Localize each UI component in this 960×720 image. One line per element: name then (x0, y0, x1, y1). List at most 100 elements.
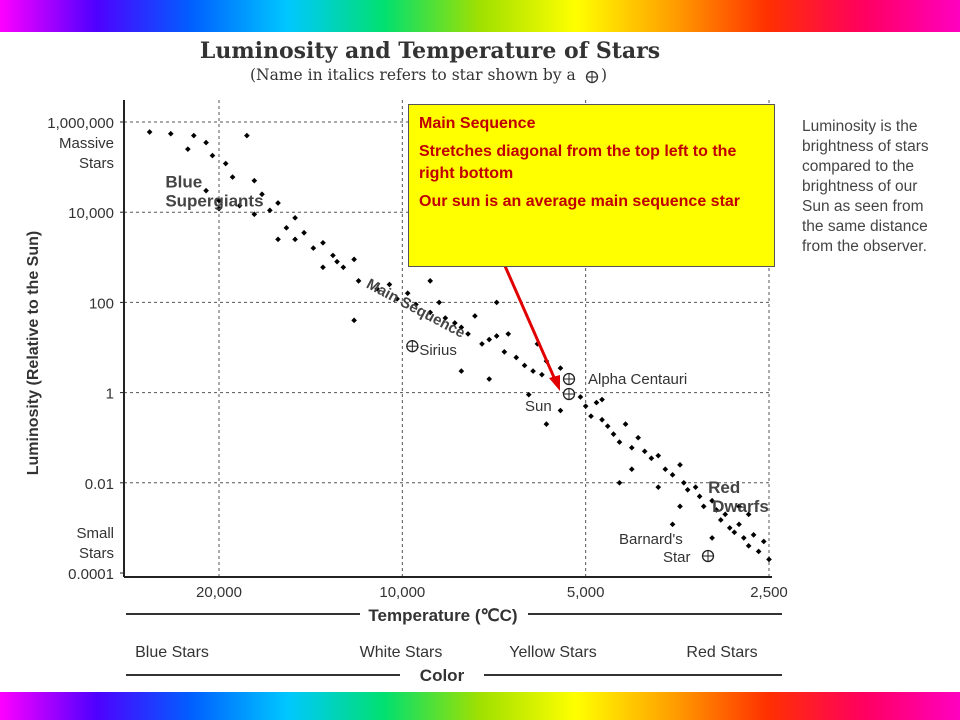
star-point (582, 403, 589, 410)
note-line: Luminosity is the (802, 118, 918, 135)
star-point (745, 543, 752, 549)
star-point (292, 236, 298, 243)
star-point (413, 301, 419, 308)
star-point (203, 187, 209, 194)
callout-arrow-head (549, 375, 560, 391)
star-point (616, 479, 623, 486)
star-point (386, 281, 393, 288)
color-band-label: White Stars (360, 644, 443, 661)
small-stars-label: Small (76, 525, 114, 542)
star-point (577, 394, 584, 400)
star-point (146, 129, 153, 135)
star-point (472, 313, 478, 319)
star-point (458, 324, 465, 331)
x-tick-label: 10,000 (379, 584, 425, 601)
star-point (404, 290, 411, 297)
star-point (236, 202, 243, 209)
star-point (505, 331, 512, 337)
star-point (374, 285, 380, 292)
star-point (726, 525, 733, 531)
rainbow-bar-top (0, 0, 960, 32)
red-dwarfs-label: Red (708, 478, 740, 497)
massive-stars-label: Massive (59, 135, 114, 152)
star-point (677, 503, 683, 510)
star-point (684, 486, 691, 493)
color-band-label: Blue Stars (135, 644, 209, 661)
star-point (259, 191, 265, 198)
star-point (557, 365, 564, 371)
note-line: Sun as seen from (802, 198, 924, 215)
star-point (275, 200, 281, 206)
star-point (283, 225, 290, 231)
sun-label: Sun (525, 398, 552, 415)
star-point (525, 391, 532, 398)
color-band-label: Yellow Stars (509, 644, 596, 661)
blue-supergiants-label: Supergiants (165, 192, 263, 211)
star-point (513, 354, 520, 361)
star-point (740, 535, 747, 541)
color-axis-title: Color (420, 666, 465, 685)
note-line: brightness of stars (802, 138, 929, 155)
y-tick-label: 10,000 (68, 205, 114, 222)
y-tick-label: 1 (106, 386, 114, 403)
star-point (216, 197, 222, 204)
star-point (736, 503, 742, 510)
star-point (760, 538, 767, 545)
star-point (616, 439, 623, 445)
luminosity-note: Luminosity is the brightness of stars co… (802, 117, 960, 257)
star-point (209, 152, 216, 159)
star-point (669, 521, 676, 528)
star-point (713, 507, 720, 513)
star-point (557, 407, 564, 414)
star-point (655, 484, 662, 490)
main-sequence-label: Main Sequence (363, 275, 467, 341)
star-point (334, 258, 340, 265)
star-point (628, 444, 635, 451)
star-point (696, 493, 703, 500)
star-point (330, 252, 336, 259)
x-tick-label: 20,000 (196, 584, 242, 601)
star-point (458, 368, 465, 374)
star-point (355, 278, 362, 284)
star-point (351, 256, 357, 263)
callout-line-2: Our sun is an average main sequence star (419, 193, 741, 210)
x-tick-label: 2,500 (750, 584, 788, 601)
star-point (203, 139, 209, 146)
star-point (539, 371, 545, 378)
star-point (610, 431, 617, 437)
star-point (320, 264, 326, 271)
star-point (736, 521, 742, 528)
star-point (493, 333, 500, 339)
star-point (543, 421, 550, 427)
massive-stars-label: Stars (79, 155, 114, 172)
star-point (442, 315, 449, 321)
plot-frame (120, 100, 782, 676)
star-point (628, 466, 635, 473)
star-point (692, 484, 699, 490)
star-point (635, 434, 641, 441)
star-point (267, 207, 273, 214)
star-point (465, 331, 471, 337)
star-point (622, 421, 629, 427)
star-point (251, 211, 258, 218)
x-axis-title: Temperature (℃C) (368, 606, 517, 625)
star-point (677, 462, 683, 468)
star-point (436, 299, 442, 306)
star-point (275, 236, 281, 243)
rainbow-bar-bottom (0, 692, 960, 720)
star-point (599, 416, 605, 423)
star-point (593, 399, 600, 406)
star-point (755, 548, 762, 555)
star-point (641, 448, 648, 455)
callout-title: Main Sequence (419, 115, 536, 132)
callout-line-1: Stretches diagonal from the top left to … (419, 143, 737, 182)
star-point (745, 511, 752, 518)
star-point (599, 396, 605, 403)
y-tick-label: 0.0001 (68, 566, 114, 583)
star-point (662, 466, 669, 473)
star-point (351, 317, 357, 324)
star-point (680, 479, 687, 486)
note-line: compared to the (802, 158, 915, 175)
star-point (216, 205, 222, 212)
star-point (292, 215, 298, 221)
